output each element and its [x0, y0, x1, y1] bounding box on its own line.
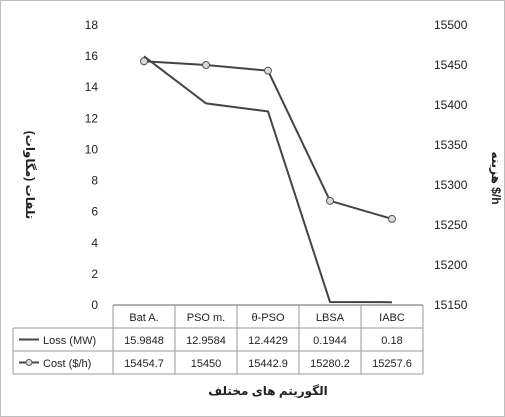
left-tick-label: 0 — [91, 298, 98, 312]
right-tick-label: 15450 — [434, 58, 468, 72]
table-value: 12.9584 — [186, 335, 226, 347]
legend-key-marker-1 — [25, 359, 33, 366]
table-value: 15.9848 — [124, 335, 164, 347]
table-value: 15257.6 — [372, 358, 412, 370]
category-label: IABC — [379, 312, 405, 324]
left-tick-label: 6 — [91, 205, 98, 219]
left-tick-label: 12 — [85, 111, 99, 125]
table-value: 0.1944 — [313, 335, 347, 347]
right-tick-label: 15350 — [434, 138, 468, 152]
right-tick-label: 15500 — [434, 18, 468, 32]
left-tick-label: 8 — [91, 174, 98, 188]
right-tick-label: 15300 — [434, 178, 468, 192]
table-value: 0.18 — [381, 335, 402, 347]
series-point — [326, 196, 334, 205]
right-axis-ticks: 15150 15200 15250 15300 15350 15400 15450 15500 — [434, 18, 468, 312]
left-tick-label: 10 — [85, 142, 99, 156]
series-point — [388, 214, 396, 223]
right-tick-label: 15200 — [434, 258, 468, 272]
category-label: PSO m. — [187, 312, 226, 324]
left-tick-label: 18 — [85, 18, 99, 32]
legend-entry: Loss (MW) — [43, 335, 96, 347]
series-point — [202, 61, 210, 69]
x-axis-title: الگوریتم های مختلف — [208, 384, 328, 399]
right-tick-label: 15150 — [434, 298, 468, 312]
right-tick-label: 15400 — [434, 98, 468, 112]
category-label: LBSA — [316, 312, 345, 324]
left-axis-title: تلفات (مگاوات) — [22, 131, 37, 219]
category-label: θ-PSO — [251, 312, 284, 324]
series-point — [264, 66, 272, 75]
right-axis-title: هزینه $/h — [489, 151, 503, 204]
table-value: 12.4429 — [248, 335, 288, 347]
legend-entry: Cost ($/h) — [43, 358, 91, 370]
table-value: 15450 — [191, 358, 222, 370]
series-point — [140, 57, 148, 66]
series-lines — [140, 55, 396, 304]
left-tick-label: 4 — [91, 236, 98, 250]
category-label: Bat A. — [129, 312, 158, 324]
table-value: 15442.9 — [248, 358, 288, 370]
left-axis-ticks: 0 2 4 6 8 10 12 14 16 18 — [85, 18, 99, 312]
data-table: Bat A. PSO m. θ-PSO LBSA IABC Loss (MW) 15.984… — [12, 305, 424, 375]
left-tick-label: 2 — [91, 267, 98, 281]
series-line-0 — [143, 55, 393, 304]
left-tick-label: 14 — [85, 80, 99, 94]
table-value: 15280.2 — [310, 358, 350, 370]
right-tick-label: 15250 — [434, 218, 468, 232]
left-tick-label: 16 — [85, 49, 99, 63]
table-value: 15454.7 — [124, 358, 164, 370]
